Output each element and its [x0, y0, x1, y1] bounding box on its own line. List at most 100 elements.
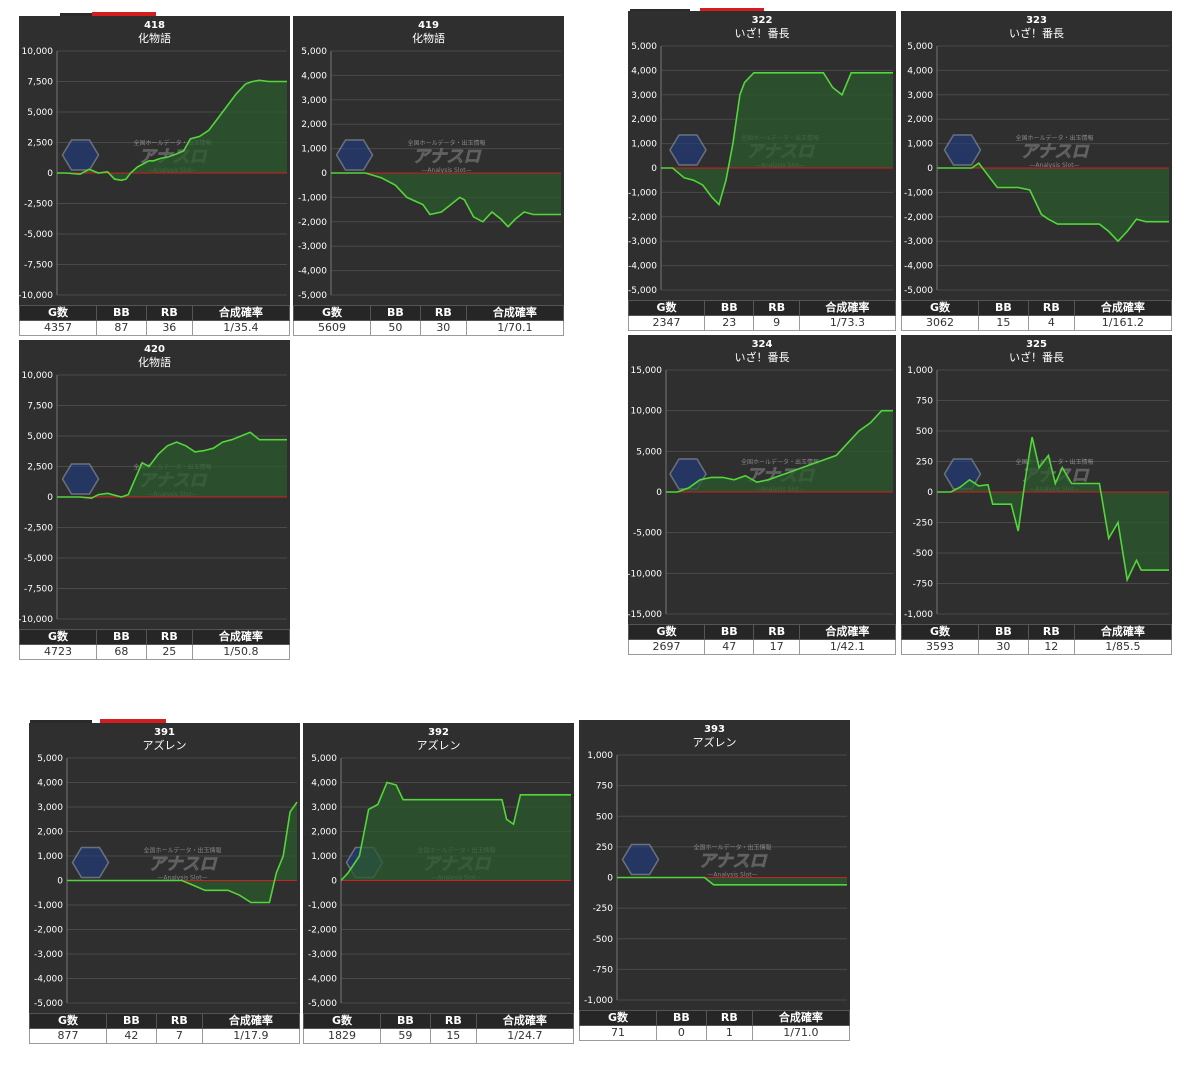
- stats-table: G数 BB RB 合成確率 2697 47 17 1/42.1: [627, 624, 897, 655]
- stats-header-rb: RB: [1027, 300, 1075, 316]
- machine-name: いざ！番長: [1009, 27, 1064, 40]
- y-tick-label: 10,000: [22, 47, 54, 57]
- machine-name: いざ！番長: [734, 351, 790, 364]
- y-tick-label: 3,000: [311, 803, 337, 813]
- hexagon-logo-icon: [621, 843, 660, 876]
- y-tick-label: 2,500: [27, 463, 53, 473]
- machine-card[interactable]: 323 いざ！番長 5,000 4,000 3,000 2,000 1,000 0 -1,000…: [901, 11, 1173, 332]
- series-line: [617, 876, 847, 886]
- series-area: [937, 163, 1169, 242]
- stats-value-prob: 1/50.8: [191, 644, 291, 660]
- watermark-subtitle: —Analysis Slot—: [707, 872, 757, 879]
- chart-svg: 5,000 4,000 3,000 2,000 1,000 0 -1,000 -2,000 -3…: [298, 47, 561, 301]
- machine-number: 419: [418, 20, 439, 31]
- stats-header-g: G数: [19, 629, 97, 645]
- series-area: [57, 432, 287, 499]
- stats-value-g: 1829: [303, 1028, 381, 1044]
- stats-value-bb: 59: [379, 1028, 431, 1044]
- stats-header-bb: BB: [105, 1013, 157, 1029]
- hexagon-logo-icon: [335, 139, 374, 171]
- y-tick-label: -2,500: [24, 200, 53, 210]
- stats-header-prob: 合成確率: [191, 305, 291, 321]
- y-tick-label: 2,000: [907, 115, 933, 125]
- machine-card[interactable]: 418 化物語 10,000 7,500 5,000 2,500 0 -2,500 -5,000…: [19, 16, 291, 337]
- stats-header-bb: BB: [655, 1010, 707, 1026]
- y-tick-label: -4,000: [628, 262, 657, 272]
- machine-name: いざ！番長: [734, 27, 790, 40]
- stats-table: G数 BB RB 合成確率 3593 30 12 1/85.5: [901, 624, 1173, 655]
- stats-header-prob: 合成確率: [465, 305, 565, 321]
- watermark-subtitle: —Analysis Slot—: [157, 875, 207, 882]
- stats-value-bb: 30: [977, 639, 1029, 655]
- stats-value-bb: 87: [95, 320, 147, 336]
- machine-card[interactable]: 391 アズレン 5,000 4,000 3,000 2,000 1,000 0 -1,000 -…: [29, 723, 301, 1045]
- y-tick-label: -7,500: [24, 585, 53, 595]
- y-tick-label: -4,000: [34, 975, 63, 985]
- machine-card[interactable]: 325 いざ！番長 1,000 750 500 250 0 -250 -500 -750 -1,00…: [901, 335, 1173, 656]
- series-area: [617, 877, 847, 885]
- y-tick-label: -2,000: [628, 213, 657, 223]
- stats-value-rb: 17: [753, 639, 800, 655]
- series-area: [937, 437, 1169, 580]
- tab-strip-left-active: [92, 12, 156, 16]
- stats-value-bb: 15: [977, 315, 1029, 331]
- stats-table: G数 BB RB 合成確率 4723 68 25 1/50.8: [19, 629, 291, 660]
- stats-header-g: G数: [293, 305, 371, 321]
- machine-card[interactable]: 419 化物語 5,000 4,000 3,000 2,000 1,000 0 -1,000 -2…: [293, 16, 565, 337]
- y-tick-label: 5,000: [631, 42, 657, 52]
- series-line: [67, 801, 298, 904]
- machine-card[interactable]: 420 化物語 10,000 7,500 5,000 2,500 0 -2,500 -5,000…: [19, 340, 291, 661]
- machine-card[interactable]: 322 いざ！番長 5,000 4,000 3,000 2,000 1,000 0 -1,000…: [627, 11, 897, 332]
- y-tick-label: -5,000: [308, 999, 337, 1009]
- series-line: [937, 436, 1169, 583]
- y-tick-label: 0: [47, 169, 53, 179]
- stats-value-prob: 1/24.7: [475, 1028, 575, 1044]
- hexagon-logo-icon: [669, 134, 707, 166]
- stats-value-g: 71: [579, 1025, 657, 1041]
- machine-card[interactable]: 392 アズレン 5,000 4,000 3,000 2,000 1,000 0 -1,000 -…: [303, 723, 575, 1045]
- y-tick-label: 1,000: [907, 140, 933, 150]
- y-tick-label: -10,000: [19, 291, 53, 301]
- chart-svg: 5,000 4,000 3,000 2,000 1,000 0 -1,000 -2,000 -3…: [628, 42, 893, 296]
- watermark-tagline: 全国ホールデータ・出玉情報: [1015, 458, 1093, 466]
- stats-value-rb: 36: [145, 320, 193, 336]
- machine-card[interactable]: 324 いざ！番長 15,000 10,000 5,000 0 -5,000 -10,000 -…: [627, 335, 897, 656]
- y-tick-label: -5,000: [628, 286, 657, 296]
- stats-value-bb: 42: [105, 1028, 157, 1044]
- y-tick-label: 4,000: [631, 66, 657, 76]
- stats-header-rb: RB: [705, 1010, 753, 1026]
- y-tick-label: -1,000: [628, 188, 657, 198]
- stats-value-g: 4357: [19, 320, 97, 336]
- stats-header-rb: RB: [419, 305, 467, 321]
- tab-strip-bottom: [30, 720, 92, 723]
- y-tick-label: 2,000: [37, 828, 63, 838]
- y-tick-label: 0: [656, 488, 662, 498]
- machine-number: 322: [751, 15, 773, 26]
- y-tick-label: -1,000: [904, 188, 933, 198]
- stats-header-prob: 合成確率: [798, 624, 897, 640]
- watermark-tagline: 全国ホールデータ・出玉情報: [741, 458, 819, 466]
- y-tick-label: 1,000: [37, 852, 63, 862]
- machine-number: 391: [154, 727, 175, 738]
- stats-header-g: G数: [901, 300, 979, 316]
- stats-header-bb: BB: [977, 624, 1029, 640]
- stats-header-prob: 合成確率: [798, 300, 897, 316]
- watermark-title: アナスロ: [149, 855, 218, 875]
- y-tick-label: 7,500: [27, 78, 53, 88]
- y-tick-label: -1,000: [34, 901, 63, 911]
- y-tick-label: -750: [913, 580, 934, 590]
- stats-table: G数 BB RB 合成確率 3062 15 4 1/161.2: [901, 300, 1173, 331]
- y-tick-label: 0: [651, 164, 657, 174]
- y-tick-label: 5,000: [301, 47, 327, 57]
- series-line: [331, 172, 561, 228]
- y-tick-label: 1,000: [907, 366, 933, 376]
- stats-header-g: G数: [627, 624, 706, 640]
- y-tick-label: 2,000: [631, 115, 657, 125]
- stats-value-g: 2697: [627, 639, 706, 655]
- machine-card[interactable]: 393 アズレン 1,000 750 500 250 0 -250 -500 -750 -1,000…: [579, 720, 851, 1042]
- y-tick-label: -750: [593, 965, 614, 975]
- y-tick-label: 1,000: [301, 145, 327, 155]
- y-tick-label: -2,000: [298, 218, 327, 228]
- series-area: [57, 80, 287, 181]
